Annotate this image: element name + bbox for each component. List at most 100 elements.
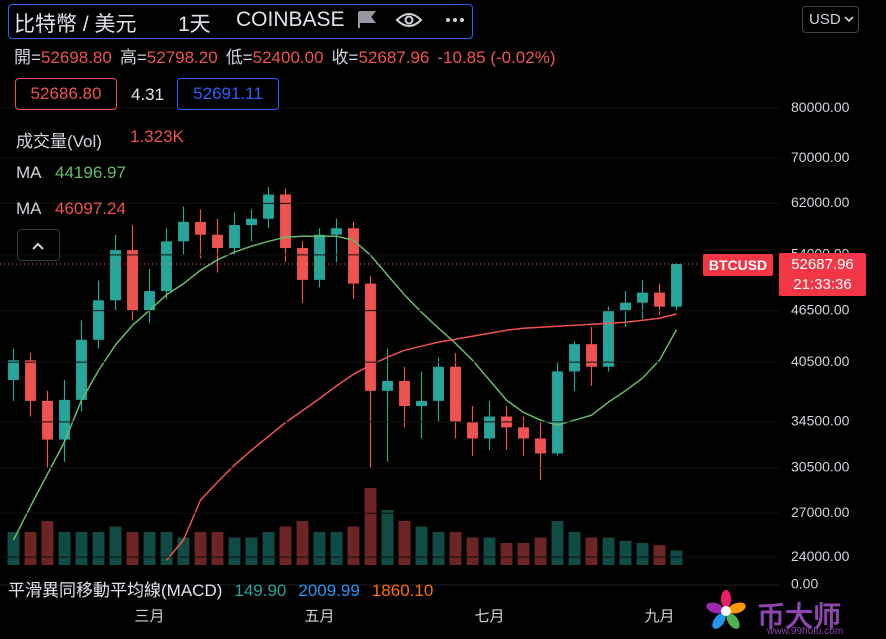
candle-body [603,310,614,367]
volume-bar [330,532,343,565]
candle-body [433,366,444,401]
candle-body [229,225,240,249]
countdown: 21:33:36 [793,276,852,293]
symbol-tag: BTCUSD [703,254,773,276]
ohlc-row: 開=52698.80 高=52798.20 低=52400.00 收=52687.96… [14,43,556,68]
candle-body [25,360,36,401]
candle-body [297,248,308,280]
macd-tick-label: 0.00 [791,576,818,592]
ohlc-value: 52698.80 [40,48,112,67]
candle-body [331,228,342,235]
volume-bar [449,532,462,565]
ohlc-label: 低= [225,48,253,67]
y-tick-label: 30500.00 [791,459,850,475]
currency: USD [809,11,841,28]
volume-bar [296,521,309,565]
currency-button[interactable]: USD [802,6,859,33]
last-price-tag: 52687.96 21:33:36 [779,253,866,296]
watermark-url: www.99hufu.com [767,626,844,637]
candle-body [161,241,172,292]
volume-bar [483,537,496,565]
volume-value: 1.323K [130,127,184,146]
y-tick-label: 34500.00 [791,413,850,429]
volume-bar [551,521,564,565]
volume-bar [500,543,513,565]
volume-bar [313,532,326,565]
volume-bar [92,532,105,565]
symbol: 比特幣 / 美元 [14,13,137,36]
candle-body [569,344,580,372]
y-tick-label: 40500.00 [791,353,850,369]
volume-bar [262,532,275,565]
x-tick-label: 五月 [304,608,334,625]
volume-bar [58,532,71,565]
volume-bar [7,532,20,565]
candle-body [314,234,325,280]
ohlc-label: 開= [14,48,41,67]
candle-body [178,221,189,242]
volume-bar [364,488,377,565]
candle-body [552,371,563,454]
volume-bar [109,526,122,565]
candle-body [195,221,206,235]
ohlc-label: 收= [331,48,359,67]
symbol-box[interactable] [8,4,473,39]
collapse-button[interactable] [17,229,60,261]
candle-body [42,400,53,440]
volume-bar [534,537,547,565]
candle-body [212,234,223,249]
volume-bar [347,526,360,565]
candle-body [467,421,478,439]
candle-body [8,360,19,381]
sell-button[interactable]: 52686.80 [15,78,117,110]
volume-name: 成交量(Vol) [16,132,102,151]
candle-body [450,366,461,422]
ma-name: MA [16,199,42,218]
macd-name: 平滑異同移動平均線(MACD) [8,581,223,600]
ohlc-value: 52798.20 [146,48,218,67]
buy-button[interactable]: 52691.11 [177,78,279,110]
candle-body [263,194,274,219]
ma-value: 46097.24 [55,199,126,218]
moving-average-line [12,235,678,541]
chevron-up [32,242,44,250]
candle-body [586,344,597,367]
y-tick-label: 27000.00 [791,504,850,520]
volume-bar [279,526,292,565]
candle-body [382,380,393,391]
candle-body [671,264,682,307]
volume-bar [143,532,156,565]
volume-bar [585,537,598,565]
candle-body [518,427,529,439]
ma-value: 44196.97 [55,163,126,182]
macd-value: 1860.10 [371,581,434,600]
y-tick-label: 80000.00 [791,99,850,115]
exchange: COINBASE [236,8,345,31]
interval[interactable]: 1天 [178,13,211,36]
candle-body [620,302,631,311]
candle-body [246,218,257,226]
volume-bar [41,521,54,565]
macd-value: 2009.99 [298,581,360,600]
change: -10.85 (-0.02%) [437,48,556,67]
volume-bar [636,543,649,565]
volume-bar [517,543,530,565]
x-tick-label: 九月 [644,608,674,625]
macd-legend: 平滑異同移動平均線(MACD) 149.90 2009.99 1860.10 [8,576,445,601]
volume-bar [381,510,394,565]
candle-body [93,300,104,340]
watermark-name: 币大师 [757,601,842,632]
candle-body [59,399,70,440]
volume-bar [160,532,173,565]
candle-body [127,250,138,311]
volume-bar [432,532,445,565]
volume-bar [75,532,88,565]
ohlc-value: 52400.00 [252,48,324,67]
ohlc-label: 高= [119,48,147,67]
candle-body [484,416,495,439]
volume-bar [653,545,666,565]
volume-bar [245,537,258,565]
candle-body [76,339,87,400]
